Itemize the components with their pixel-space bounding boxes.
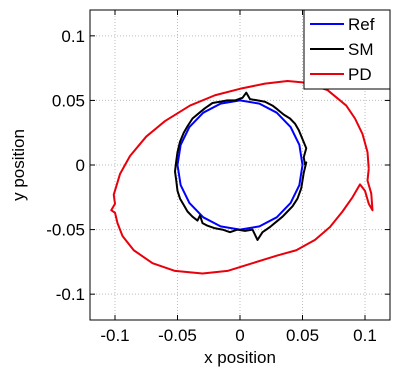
y-tick-label: 0.1	[61, 27, 85, 46]
y-axis-label: y position	[9, 129, 28, 201]
y-tick-label: 0.05	[52, 91, 85, 110]
x-tick-label: -0.1	[100, 326, 129, 345]
legend: Ref SM PD	[303, 9, 391, 90]
legend-label-ref: Ref	[348, 15, 375, 34]
x-axis-label: x position	[204, 348, 276, 367]
y-tick-label: -0.05	[46, 221, 85, 240]
series-lines	[110, 80, 374, 275]
x-tick-labels: -0.1 -0.05 0 0.05 0.1	[100, 326, 376, 345]
x-tick-label: 0.05	[286, 326, 319, 345]
axis-ticks	[90, 10, 390, 320]
y-tick-label: -0.1	[56, 285, 85, 304]
series-line-sm	[174, 91, 308, 241]
x-tick-label: 0.1	[353, 326, 377, 345]
x-tick-label: -0.05	[158, 326, 197, 345]
legend-label-sm: SM	[348, 40, 374, 59]
y-tick-label: 0	[76, 156, 85, 175]
series-line-ref	[176, 99, 304, 231]
x-tick-label: 0	[235, 326, 244, 345]
series-line-pd	[110, 80, 374, 275]
legend-label-pd: PD	[348, 65, 372, 84]
y-tick-labels: -0.1 -0.05 0 0.05 0.1	[46, 27, 85, 304]
